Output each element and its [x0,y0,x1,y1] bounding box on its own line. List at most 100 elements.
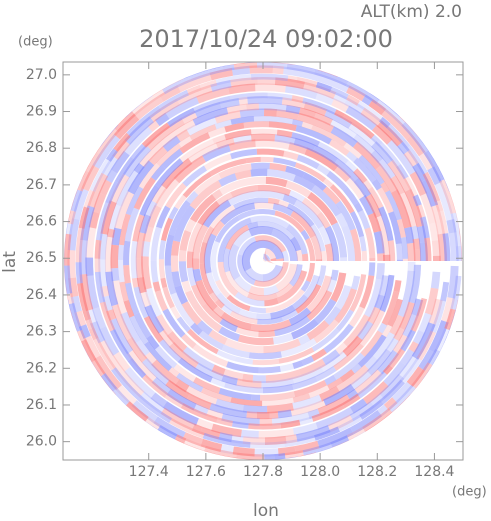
echo-cell [311,185,342,217]
echo-cell [257,184,291,196]
y-tick-label: 26.2 [26,360,57,376]
echo-cell [388,211,402,245]
echo-cell [212,134,227,145]
echo-cell [368,262,376,276]
echo-cell [144,351,157,365]
echo-cell [371,179,382,191]
echo-cell [242,373,254,383]
echo-cell [377,322,388,334]
echo-cell [224,129,252,141]
echo-cell [408,341,420,353]
echo-cell [396,259,403,261]
echo-cell [389,314,405,336]
echo-cell [232,446,255,457]
echo-cell [376,98,407,126]
echo-cell [218,326,240,342]
echo-cell [105,169,118,183]
echo-cell [197,200,221,226]
echo-cell [398,192,418,228]
echo-cell [169,418,205,439]
echo-cell [364,278,384,318]
echo-cell [353,202,364,213]
echo-cell [248,285,264,296]
echo-cell [276,278,304,304]
echo-cell [207,126,226,138]
echo-cell [447,265,459,299]
echo-cell [375,263,385,280]
echo-cell [215,137,235,150]
x-tick-label: 128.2 [357,464,397,480]
echo-cell [179,132,211,154]
echo-cell [324,374,337,386]
echo-cell [388,348,406,369]
echo-cell [134,95,164,120]
echo-cell [123,144,152,178]
echo-cell [370,134,383,147]
echo-cell [141,240,151,257]
echo-cell [345,80,381,105]
echo-cell [402,258,409,261]
echo-cell [326,257,334,261]
echo-cell [342,335,363,357]
echo-cell [70,295,82,313]
echo-cell [74,310,87,327]
echo-cell [308,385,330,399]
echo-cell [230,148,258,160]
echo-cell [275,263,298,292]
echo-cell [349,274,367,312]
echo-cell [256,148,285,157]
echo-cell [258,102,287,112]
echo-cell [271,245,284,260]
echo-cell [323,323,354,354]
echo-cell [278,199,290,208]
echo-cell [350,211,365,238]
echo-cell [223,248,231,273]
echo-cell [170,255,179,272]
echo-cell [174,285,188,305]
echo-cell [342,114,375,139]
echo-cell [170,306,181,320]
echo-cell [230,116,255,125]
echo-cell [267,92,293,101]
echo-cell [381,290,400,326]
echo-cell [191,284,207,307]
echo-cell [326,170,348,191]
echo-cell [306,275,333,313]
echo-cell [435,328,451,353]
echo-cell [168,200,191,236]
echo-cell [135,232,146,259]
echo-cell [295,249,303,261]
echo-cell [127,358,147,379]
echo-cell [221,413,260,426]
echo-cell [264,247,276,260]
echo-cell [400,237,409,259]
echo-cell [162,135,181,152]
echo-cell [331,98,350,113]
echo-cell [342,186,359,206]
echo-cell [419,242,428,261]
echo-cell [206,408,224,421]
echo-cell [432,255,441,261]
echo-cell [133,392,152,409]
echo-cell [111,280,128,315]
echo-cell [387,159,412,193]
echo-cell [269,411,279,419]
echo-cell [367,306,381,325]
echo-cell [133,162,145,175]
echo-cell [185,290,199,307]
echo-cell [357,371,388,399]
echo-cell [219,178,249,196]
echo-cell [194,173,222,196]
echo-cell [398,355,419,379]
echo-cell [228,139,256,152]
echo-cell [87,172,109,208]
echo-cell [353,157,377,183]
echo-cell [159,85,181,102]
echo-cell [372,332,396,361]
echo-cell [215,299,225,309]
echo-cell [67,303,83,333]
echo-cell [123,300,135,318]
echo-cell [110,329,133,362]
echo-cell [258,366,281,374]
echo-cell [76,169,91,192]
